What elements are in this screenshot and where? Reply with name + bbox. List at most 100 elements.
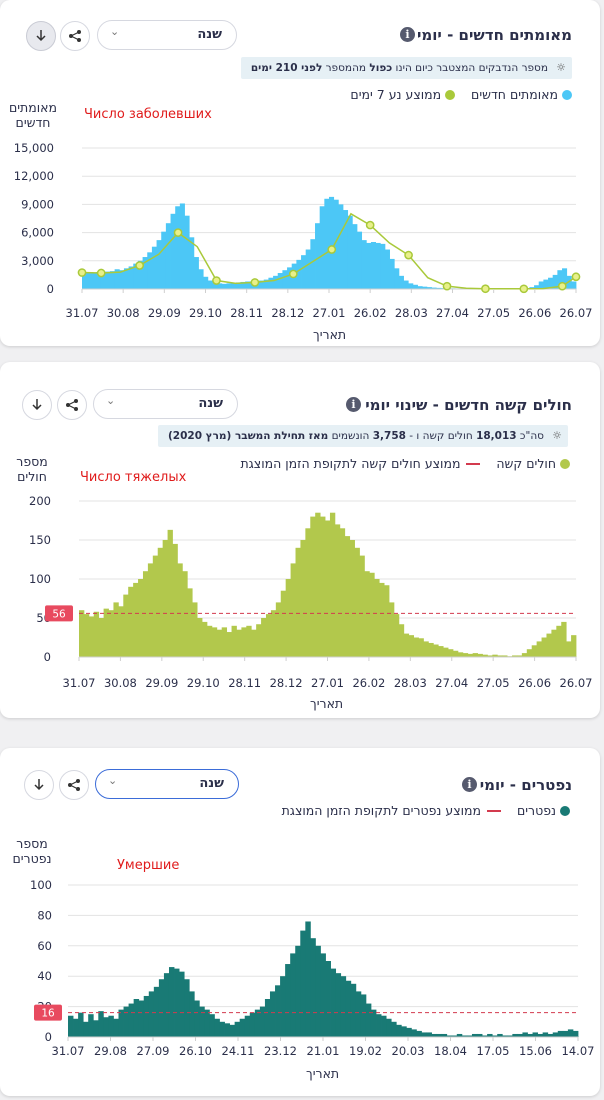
- share-button[interactable]: [59, 770, 89, 800]
- period-select[interactable]: שנה ⌄: [93, 389, 238, 419]
- download-button[interactable]: [22, 390, 52, 420]
- download-button[interactable]: [26, 21, 56, 51]
- bar: [172, 543, 178, 657]
- bar: [240, 281, 246, 289]
- info-icon[interactable]: i: [462, 777, 477, 792]
- x-tick-label: 26.07: [560, 306, 593, 320]
- legend-label: ממוצע נפטרים לתקופת הזמן המוצגת: [281, 803, 482, 818]
- bar: [277, 273, 283, 289]
- period-select[interactable]: שנה ⌄: [95, 769, 239, 799]
- bar: [268, 277, 274, 289]
- bar: [422, 286, 428, 289]
- bar: [203, 276, 209, 289]
- bar: [137, 260, 143, 289]
- legend-label: ממוצע חולים קשה לתקופת הזמן המוצגת: [240, 456, 461, 471]
- deaths-card: נפטרים - יומי i שנה ⌄ נפטרים ממוצע נפטרי…: [0, 748, 600, 1096]
- y-tick-label: 0: [45, 1030, 52, 1044]
- bar: [461, 1035, 468, 1037]
- bar: [163, 973, 170, 1037]
- bar: [398, 624, 405, 657]
- moving-average-point: [327, 245, 337, 254]
- legend-label: חולים קשה: [496, 456, 556, 471]
- bar: [566, 275, 572, 289]
- bar: [376, 1014, 382, 1037]
- bar: [335, 973, 342, 1037]
- x-axis-title: תאריך: [306, 1066, 340, 1081]
- bar: [259, 280, 265, 289]
- bar: [547, 1033, 554, 1037]
- bar: [492, 654, 498, 657]
- legend-label: מאומתים חדשים: [471, 87, 558, 102]
- bar: [521, 653, 528, 657]
- bar: [416, 1030, 422, 1037]
- bar: [142, 571, 149, 657]
- bar: [310, 239, 316, 289]
- bar: [263, 279, 269, 289]
- y-tick-label: 6,000: [21, 226, 54, 240]
- bar: [423, 641, 429, 657]
- x-tick-label: 17.05: [477, 1044, 510, 1058]
- bar: [512, 655, 518, 657]
- bar: [98, 618, 105, 657]
- x-tick-label: 20.03: [392, 1044, 425, 1058]
- bar: [249, 1012, 256, 1037]
- info-icon[interactable]: i: [346, 397, 361, 412]
- chevron-down-icon: ⌄: [108, 774, 118, 787]
- bar: [184, 979, 190, 1037]
- share-button[interactable]: [57, 390, 87, 420]
- bar: [551, 629, 557, 657]
- bar: [334, 524, 341, 657]
- moving-average-point: [481, 284, 490, 294]
- bar: [290, 563, 296, 657]
- note-text: סה"כ: [516, 430, 544, 442]
- note-text: מספר הנדבקים המצטבר כיום הינו: [392, 62, 548, 74]
- y-tick-label: 12,000: [14, 169, 54, 183]
- bar: [270, 610, 277, 657]
- bar: [221, 283, 227, 289]
- bar: [315, 945, 321, 1037]
- bar: [93, 611, 100, 657]
- bar: [507, 1035, 513, 1037]
- y-tick-label: 80: [37, 908, 52, 922]
- bar: [219, 1021, 225, 1037]
- bar: [231, 282, 237, 289]
- bar: [462, 653, 469, 657]
- bar: [355, 991, 362, 1037]
- bar: [408, 283, 414, 289]
- x-tick-label: 29.09: [145, 676, 178, 690]
- bar: [113, 1018, 119, 1037]
- legend-swatch-average: [466, 462, 481, 465]
- bar: [86, 272, 92, 289]
- moving-average-point: [557, 281, 567, 291]
- bar: [123, 1006, 129, 1037]
- x-tick-label: 29.10: [189, 306, 222, 320]
- bar: [305, 528, 311, 657]
- y-tick-label: 9,000: [21, 197, 54, 211]
- bar: [364, 571, 370, 657]
- download-button[interactable]: [24, 770, 54, 800]
- bar: [221, 627, 228, 657]
- bar: [119, 270, 125, 289]
- bar: [280, 976, 286, 1037]
- y-tick-label: 150: [29, 533, 51, 547]
- y-tick-label: 100: [29, 572, 51, 586]
- share-icon: [69, 30, 81, 42]
- period-select[interactable]: שנה ⌄: [97, 20, 237, 50]
- share-button[interactable]: [60, 21, 90, 51]
- bar: [502, 655, 508, 657]
- severe-cases-card: חולים קשה חדשים - שינוי יומי i שנה ⌄ ☼ ס…: [0, 362, 600, 718]
- bar: [562, 268, 568, 289]
- bar: [193, 257, 199, 289]
- x-tick-label: 29.08: [94, 1044, 127, 1058]
- bar: [436, 1033, 443, 1037]
- bar: [342, 210, 349, 289]
- bar: [109, 271, 116, 289]
- x-tick-label: 27.01: [311, 676, 344, 690]
- y-tick-label: 200: [29, 494, 51, 508]
- info-icon[interactable]: i: [400, 27, 415, 42]
- bar: [370, 242, 377, 289]
- bar: [542, 1032, 549, 1037]
- bar: [179, 971, 185, 1037]
- bar: [543, 279, 549, 289]
